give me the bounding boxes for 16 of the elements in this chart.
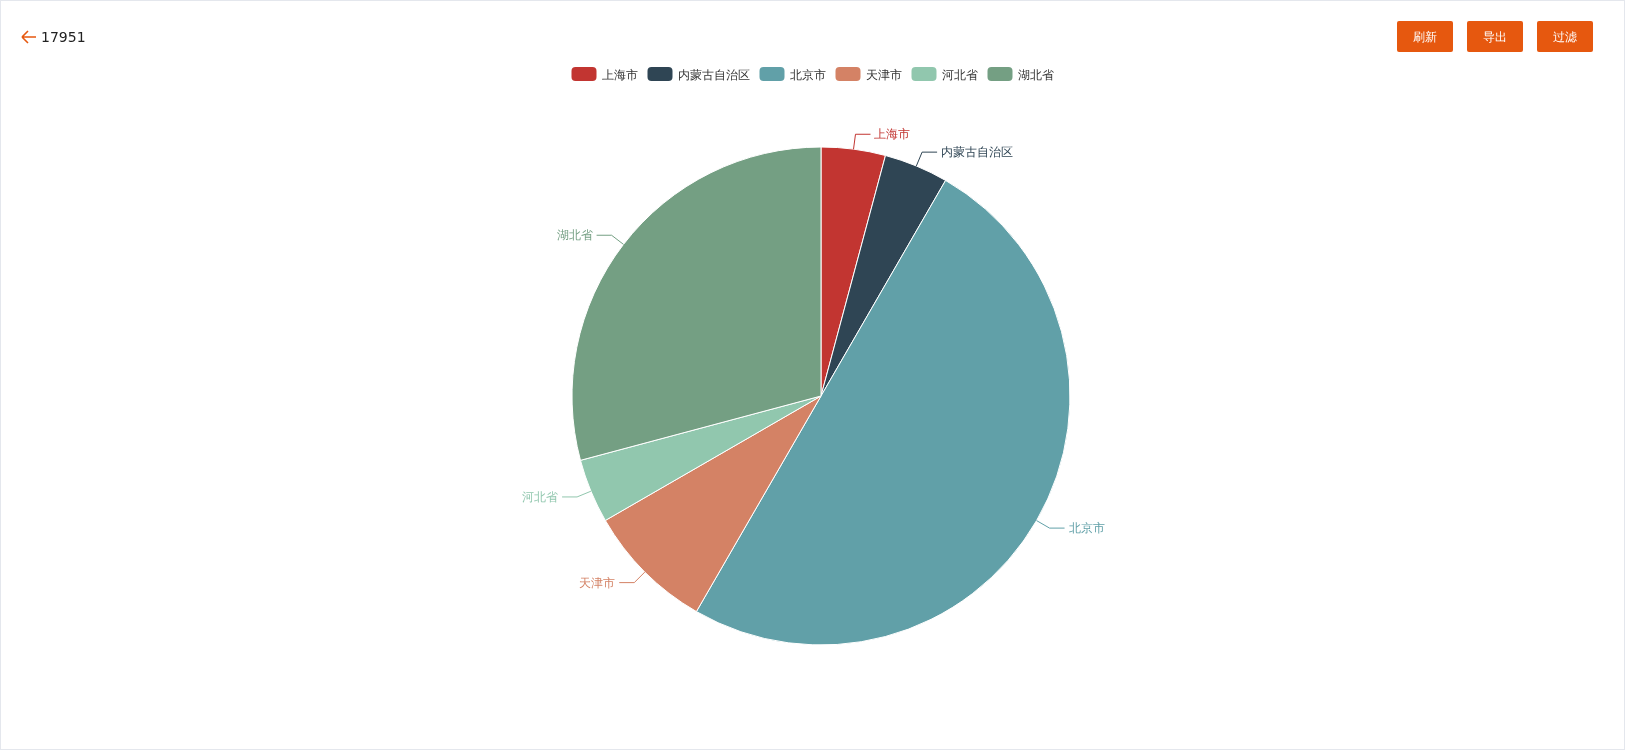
legend-label: 北京市 <box>789 68 826 82</box>
button: 导出 <box>1467 21 1523 52</box>
slice-label: 北京市 <box>1068 521 1105 536</box>
button: 刷新 <box>1397 21 1453 52</box>
slice-label: 河北省 <box>522 489 559 504</box>
legend-label: 天津市 <box>865 68 902 82</box>
text: 17951 <box>41 29 86 45</box>
legend-label: 内蒙古自治区 <box>677 68 750 82</box>
legend-label: 河北省 <box>941 68 978 82</box>
slice-label: 湖北省 <box>556 228 593 243</box>
legend-label: 湖北省 <box>1017 68 1054 82</box>
slice-label: 内蒙古自治区 <box>941 145 1014 160</box>
button: 过滤 <box>1537 21 1593 52</box>
slice-label: 天津市 <box>579 575 616 590</box>
legend-label: 上海市 <box>601 68 638 82</box>
slice-label: 上海市 <box>874 127 911 142</box>
